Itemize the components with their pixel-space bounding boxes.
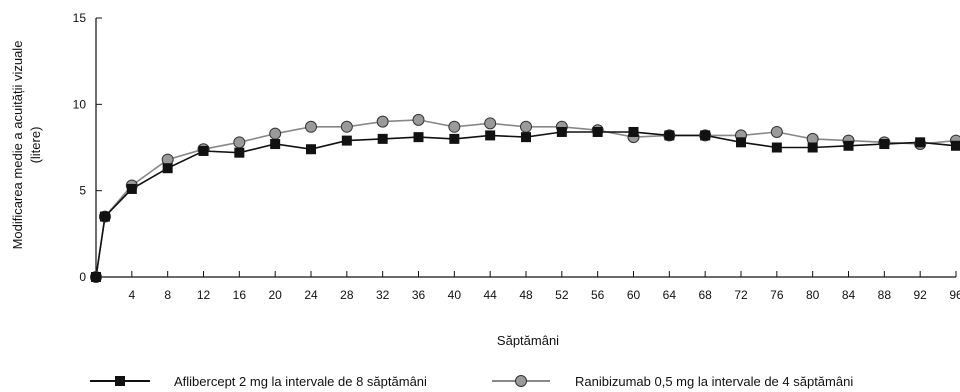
data-point-aflibercept bbox=[341, 135, 352, 146]
data-point-aflibercept bbox=[234, 147, 245, 158]
x-tick-label: 84 bbox=[842, 288, 856, 302]
x-tick-label: 88 bbox=[878, 288, 892, 302]
data-point-aflibercept bbox=[879, 139, 890, 150]
legend: Aflibercept 2 mg la intervale de 8 săptă… bbox=[90, 374, 853, 389]
legend-label-aflibercept: Aflibercept 2 mg la intervale de 8 săptă… bbox=[174, 374, 427, 389]
data-point-aflibercept bbox=[915, 137, 926, 148]
x-tick-label: 48 bbox=[519, 288, 533, 302]
data-point-ranibizumab bbox=[305, 120, 317, 133]
x-tick-label: 24 bbox=[304, 288, 318, 302]
data-point-aflibercept bbox=[270, 139, 281, 150]
data-point-aflibercept bbox=[843, 140, 854, 151]
y-tick-label: 0 bbox=[79, 270, 86, 284]
x-tick-label: 92 bbox=[913, 288, 927, 302]
legend-marker-ranibizumab bbox=[515, 375, 527, 387]
data-point-ranibizumab bbox=[770, 125, 783, 138]
data-point-ranibizumab bbox=[412, 113, 425, 126]
data-point-aflibercept bbox=[592, 126, 603, 137]
data-point-ranibizumab bbox=[269, 127, 282, 140]
data-point-aflibercept bbox=[556, 126, 567, 137]
data-point-aflibercept bbox=[449, 133, 460, 144]
data-point-aflibercept bbox=[664, 130, 675, 141]
x-tick-label: 16 bbox=[233, 288, 247, 302]
data-point-aflibercept bbox=[413, 132, 424, 143]
y-axis-title-line-1: Modificarea medie a acuității vizuale bbox=[10, 41, 25, 250]
data-point-aflibercept bbox=[377, 133, 388, 144]
data-point-aflibercept bbox=[951, 140, 960, 151]
data-point-aflibercept bbox=[736, 137, 746, 148]
x-tick-label: 20 bbox=[268, 288, 282, 302]
data-point-aflibercept bbox=[628, 126, 639, 137]
x-tick-label: 40 bbox=[448, 288, 462, 302]
series-line-ranibizumab bbox=[95, 119, 957, 278]
x-tick-label: 44 bbox=[483, 288, 497, 302]
y-tick-label: 15 bbox=[73, 11, 87, 25]
data-point-aflibercept bbox=[771, 142, 782, 153]
x-tick-label: 76 bbox=[770, 288, 784, 302]
data-point-ranibizumab bbox=[484, 117, 497, 130]
x-tick-label: 28 bbox=[340, 288, 354, 302]
data-point-ranibizumab bbox=[233, 136, 246, 149]
x-tick-label: 80 bbox=[806, 288, 820, 302]
data-point-ranibizumab bbox=[520, 120, 532, 133]
x-tick-label: 36 bbox=[412, 288, 426, 302]
x-tick-label: 72 bbox=[734, 288, 748, 302]
data-point-aflibercept bbox=[162, 163, 173, 174]
data-point-aflibercept bbox=[521, 132, 531, 143]
x-tick-label: 4 bbox=[128, 288, 135, 302]
x-tick-label: 8 bbox=[164, 288, 171, 302]
data-point-aflibercept bbox=[91, 272, 101, 282]
data-point-aflibercept bbox=[126, 183, 137, 194]
data-point-aflibercept bbox=[807, 142, 818, 153]
x-tick-label: 56 bbox=[591, 288, 605, 302]
data-point-aflibercept bbox=[700, 130, 711, 141]
legend-marker-aflibercept bbox=[115, 376, 125, 386]
y-tick-label: 10 bbox=[73, 97, 87, 111]
x-tick-label: 32 bbox=[376, 288, 390, 302]
x-tick-label: 96 bbox=[949, 288, 960, 302]
data-point-aflibercept bbox=[198, 145, 209, 156]
data-point-ranibizumab bbox=[376, 115, 389, 128]
series-line-aflibercept bbox=[95, 131, 957, 278]
x-axis-title: Săptămâni bbox=[497, 333, 559, 348]
x-tick-label: 60 bbox=[627, 288, 641, 302]
x-tick-label: 12 bbox=[197, 288, 211, 302]
x-tick-label: 68 bbox=[698, 288, 712, 302]
data-point-aflibercept bbox=[306, 144, 316, 155]
data-point-ranibizumab bbox=[448, 120, 461, 133]
series-layer bbox=[90, 113, 960, 283]
data-point-aflibercept bbox=[485, 130, 496, 141]
x-tick-label: 64 bbox=[663, 288, 677, 302]
y-tick-label: 5 bbox=[79, 184, 86, 198]
x-tick-label: 52 bbox=[555, 288, 569, 302]
data-point-aflibercept bbox=[99, 211, 110, 222]
y-axis-title-line-2: (litere) bbox=[28, 127, 43, 164]
legend-label-ranibizumab: Ranibizumab 0,5 mg la intervale de 4 săp… bbox=[575, 374, 853, 389]
data-point-ranibizumab bbox=[340, 120, 353, 133]
